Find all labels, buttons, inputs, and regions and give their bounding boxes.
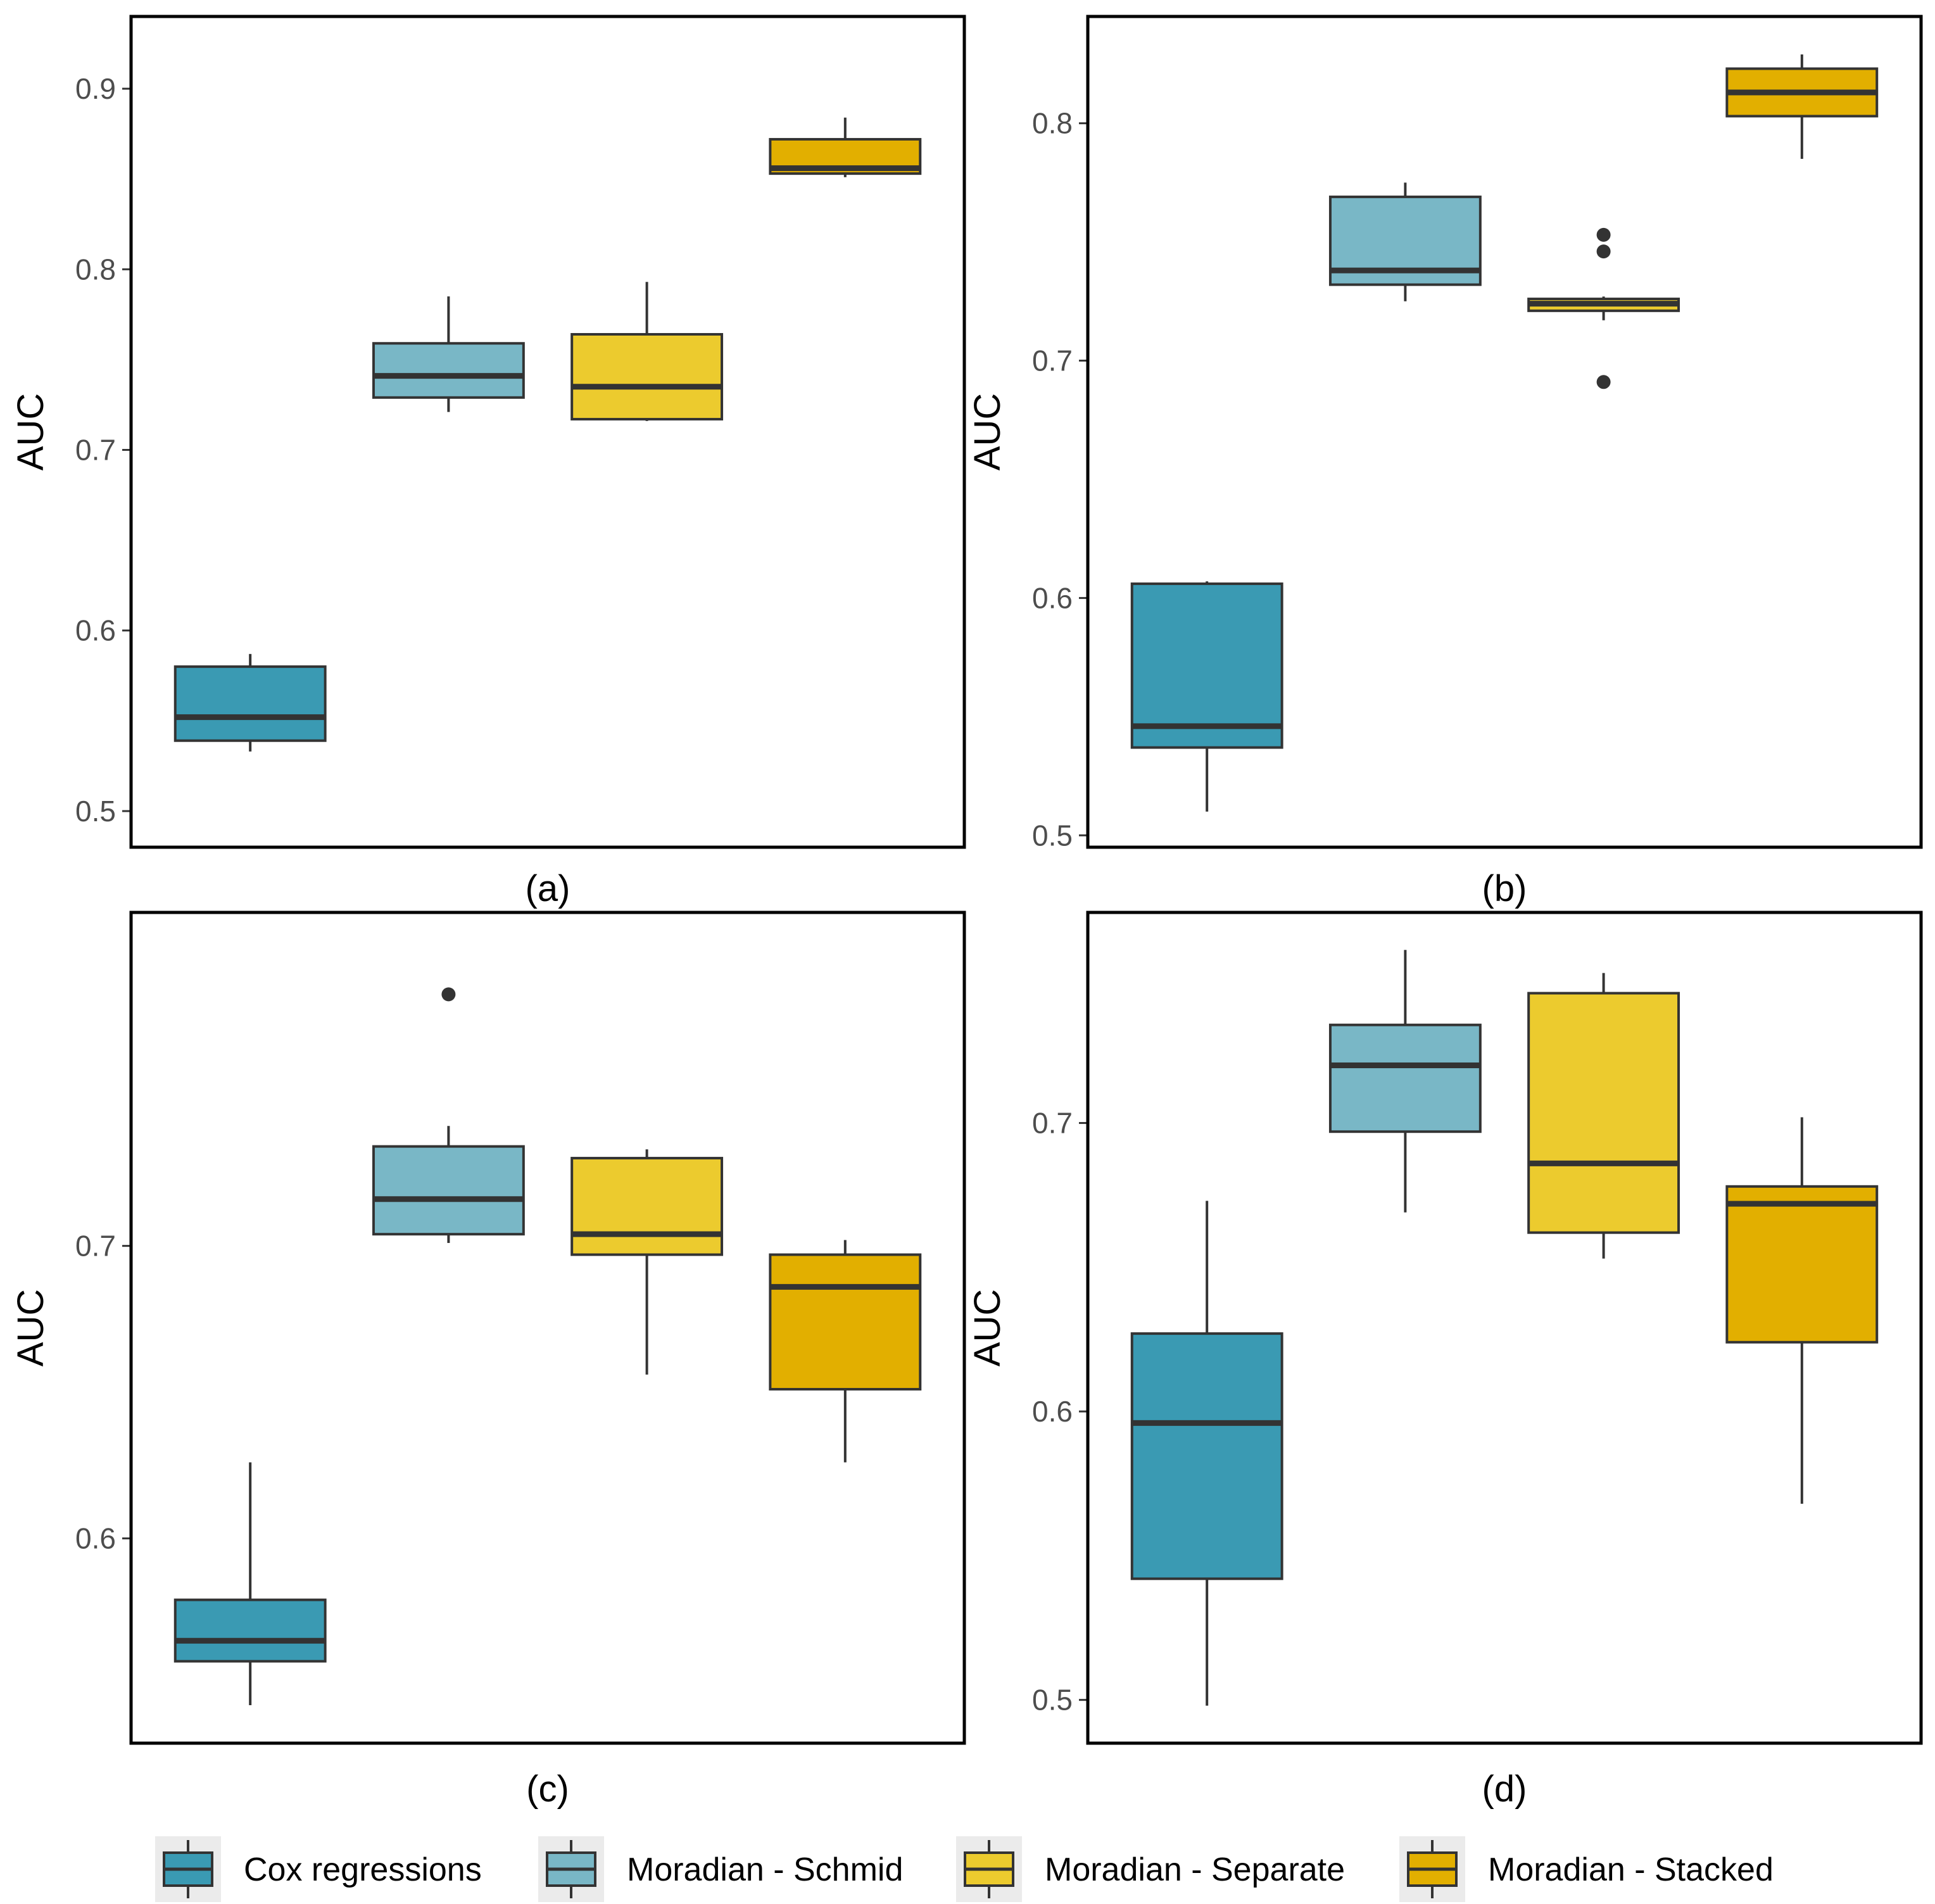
panel-label: (d) [1482,1768,1527,1810]
box-body [1725,1185,1879,1344]
legend-label: Cox regressions [244,1851,482,1888]
y-tick-label: 0.5 [1032,1684,1073,1717]
box-cox-regressions [173,653,327,752]
panel-label: (c) [526,1768,569,1810]
outlier-point [441,987,456,1002]
panel-label: (b) [1482,868,1527,909]
box-moradian-separate [570,1149,724,1375]
box-body [173,1598,327,1663]
y-tick-label: 0.6 [1032,1395,1073,1428]
box-moradian-stacked [769,117,922,177]
panel-border [129,911,966,1745]
y-tick-label: 0.7 [75,1230,116,1263]
y-tick-label: 0.6 [75,1522,116,1555]
box-moradian-stacked [1725,54,1879,159]
box-body [769,1253,922,1391]
box-cox-regressions [1130,581,1283,812]
box-body [570,1157,724,1256]
y-tick-label: 0.9 [75,72,116,105]
y-tick-label: 0.8 [75,253,116,286]
box-body [372,1145,525,1236]
outlier-point [1596,244,1611,259]
panel-c: 0.6 0.7 AUC (c) [10,911,966,1810]
box-cox-regressions [1130,1201,1283,1706]
y-tick-label: 0.7 [1032,1107,1073,1140]
y-tick-label: 0.6 [1032,581,1073,614]
y-tick-label: 0.5 [1032,819,1073,852]
y-tick-label: 0.6 [75,614,116,647]
y-axis-title: AUC [10,1289,51,1366]
y-axis-title: AUC [967,393,1008,470]
box-moradian-schmid [1328,182,1482,301]
legend-label: Moradian - Separate [1045,1851,1345,1888]
panel-border [129,15,966,849]
legend: Cox regressions Moradian - Schmid Moradian… [155,1836,1774,1902]
box-moradian-schmid [1328,950,1482,1213]
panel-border [1086,15,1923,849]
box-body [1130,1332,1283,1580]
legend-entry-moradian-stacked: Moradian - Stacked [1399,1836,1774,1902]
y-axis-title: AUC [10,393,51,470]
y-tick-label: 0.7 [1032,344,1073,377]
panel-b: 0.5 0.6 0.7 0.8 AUC (b) [967,15,1923,909]
outlier-point [1596,375,1611,389]
box-body [570,332,724,421]
box-moradian-stacked [1725,1117,1879,1504]
legend-entry-cox-regressions: Cox regressions [155,1836,482,1902]
box-moradian-stacked [769,1240,922,1463]
panel-a: 0.5 0.6 0.7 0.8 0.9 AUC (a) [10,15,966,909]
y-tick-label: 0.8 [1032,107,1073,140]
box-moradian-separate [1527,973,1680,1259]
box-body [1130,582,1283,749]
y-axis-title: AUC [967,1289,1008,1366]
box-moradian-separate [570,282,724,421]
panels: 0.50.60.70.80.9AUC(a)0.50.60.70.8AUC(b)0… [10,15,1923,1810]
box-body [1328,1023,1482,1133]
legend-label: Moradian - Stacked [1488,1851,1774,1888]
panel-border [1086,911,1923,1745]
panel-label: (a) [526,868,570,909]
box-moradian-schmid [372,987,525,1244]
box-body [173,665,327,742]
legend-label: Moradian - Schmid [627,1851,903,1888]
box-cox-regressions [173,1462,327,1705]
y-tick-label: 0.7 [75,434,116,467]
y-tick-label: 0.5 [75,795,116,828]
box-moradian-separate [1527,227,1680,389]
legend-entry-moradian-schmid: Moradian - Schmid [538,1836,903,1902]
panel-d: 0.5 0.6 0.7 AUC (d) [967,911,1923,1810]
box-body [1527,992,1680,1234]
box-body [372,342,525,399]
outlier-point [1596,227,1611,242]
legend-entry-moradian-separate: Moradian - Separate [956,1836,1345,1902]
box-moradian-schmid [372,296,525,412]
